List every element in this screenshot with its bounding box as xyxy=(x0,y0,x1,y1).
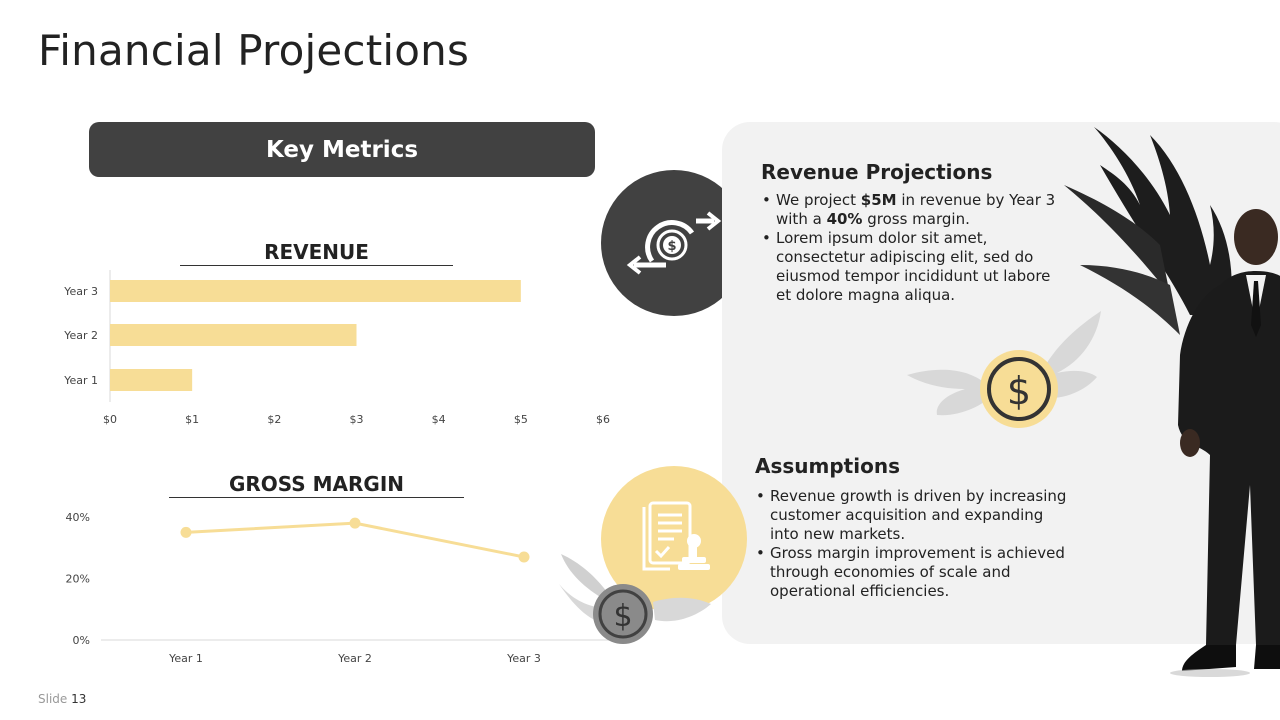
revenue-bar xyxy=(110,324,357,346)
revenue-category-label: Year 2 xyxy=(63,329,98,342)
gross-margin-y-tick-label: 20% xyxy=(66,573,90,586)
svg-text:$: $ xyxy=(613,599,632,634)
gross-margin-point xyxy=(349,517,361,529)
revenue-x-tick-label: $1 xyxy=(185,413,199,426)
revenue-x-tick-label: $0 xyxy=(103,413,117,426)
gross-margin-title-rule xyxy=(169,497,464,498)
gross-margin-y-tick-label: 0% xyxy=(73,634,90,647)
revenue-x-tick-label: $4 xyxy=(432,413,446,426)
gross-margin-chart-title: GROSS MARGIN xyxy=(228,472,405,496)
revenue-bar xyxy=(110,280,521,302)
list-item: Revenue growth is driven by increasing c… xyxy=(756,487,1075,544)
winged-dollar-coin-icon: $ xyxy=(559,554,711,644)
revenue-chart: Year 1 Year 2 Year 3 $0 $1 $2 $3 $4 $5 $6 xyxy=(63,270,610,426)
list-item: Lorem ipsum dolor sit amet, consectetur … xyxy=(762,229,1066,305)
revenue-x-tick-label: $2 xyxy=(267,413,281,426)
document-stamp-icon xyxy=(642,501,710,571)
gross-margin-point xyxy=(180,526,192,538)
assumptions-heading: Assumptions xyxy=(755,454,900,478)
list-item: We project $5M in revenue by Year 3 with… xyxy=(762,191,1066,229)
key-metrics-banner: Key Metrics xyxy=(89,122,595,177)
gross-margin-chart: 0% 20% 40% Year 1 Year 2 Year 3 xyxy=(66,511,610,665)
winged-businessman-image xyxy=(1064,127,1280,677)
gross-margin-x-tick-label: Year 1 xyxy=(168,652,203,665)
slide-number: Slide 13 xyxy=(38,692,87,706)
gross-margin-point xyxy=(518,551,530,563)
winged-dollar-coin-icon: $ xyxy=(907,311,1101,428)
gross-margin-y-tick-label: 40% xyxy=(66,511,90,524)
svg-text:$: $ xyxy=(1007,369,1031,413)
revenue-x-tick-label: $3 xyxy=(350,413,364,426)
revenue-title-rule xyxy=(180,265,453,266)
revenue-chart-title: REVENUE xyxy=(264,240,369,264)
page-title: Financial Projections xyxy=(38,26,470,75)
revenue-category-label: Year 1 xyxy=(63,374,98,387)
revenue-category-label: Year 3 xyxy=(63,285,98,298)
revenue-bar xyxy=(110,369,193,391)
revenue-projections-list: We project $5M in revenue by Year 3 with… xyxy=(761,191,1066,305)
revenue-x-tick-label: $6 xyxy=(596,413,610,426)
key-metrics-label: Key Metrics xyxy=(265,136,419,163)
list-item: Gross margin improvement is achieved thr… xyxy=(756,544,1075,601)
dollar-cycle-icon: $ xyxy=(626,211,722,275)
revenue-projections-heading: Revenue Projections xyxy=(761,160,993,184)
gross-margin-x-tick-label: Year 2 xyxy=(337,652,372,665)
revenue-x-tick-label: $5 xyxy=(514,413,528,426)
gross-margin-x-tick-label: Year 3 xyxy=(506,652,541,665)
svg-text:$: $ xyxy=(667,239,676,254)
assumptions-list: Revenue growth is driven by increasing c… xyxy=(755,487,1075,601)
